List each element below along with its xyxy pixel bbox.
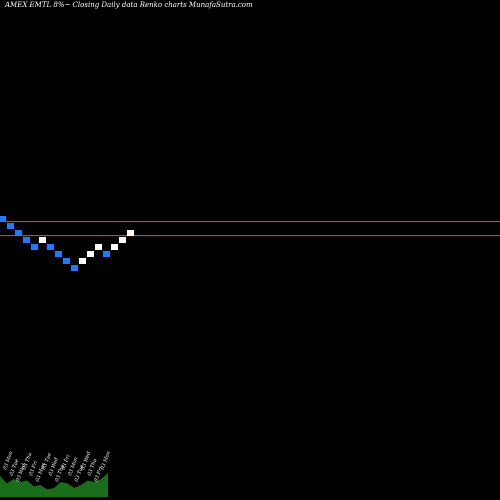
renko-brick-up (127, 230, 134, 236)
renko-brick-up (95, 244, 102, 250)
date-label: 03 Tue (41, 452, 53, 471)
renko-bricks (0, 216, 134, 271)
date-label: 03 Tue (9, 458, 21, 477)
renko-brick-down (55, 251, 62, 257)
reference-lines (0, 221, 500, 237)
date-label: 03 Fri (93, 466, 104, 483)
renko-brick-down (63, 258, 70, 264)
date-label: 03 Fri (28, 460, 39, 477)
renko-brick-down (15, 230, 22, 236)
chart-title: AMEX EMTL 8%~ Closing Daily data Renko c… (5, 1, 253, 9)
renko-brick-up (87, 251, 94, 257)
renko-brick-down (31, 244, 38, 250)
renko-brick-down (0, 216, 6, 222)
renko-brick-up (111, 244, 118, 250)
date-label: 03 Tue (74, 464, 86, 483)
renko-brick-down (7, 223, 14, 229)
renko-brick-up (79, 258, 86, 264)
date-label: 03 Thu (22, 452, 34, 471)
renko-brick-down (103, 251, 110, 257)
date-label: 03 Fri (61, 454, 72, 471)
renko-brick-down (71, 265, 78, 271)
volume-area-path (0, 473, 108, 497)
renko-brick-down (47, 244, 54, 250)
date-label: 03 Thu (87, 458, 99, 477)
volume-area (0, 473, 108, 497)
date-label: 03 Thu (54, 464, 66, 483)
renko-brick-up (119, 237, 126, 243)
date-label: 03 Mon (100, 450, 112, 470)
renko-brick-up (39, 237, 46, 243)
renko-brick-down (23, 237, 30, 243)
